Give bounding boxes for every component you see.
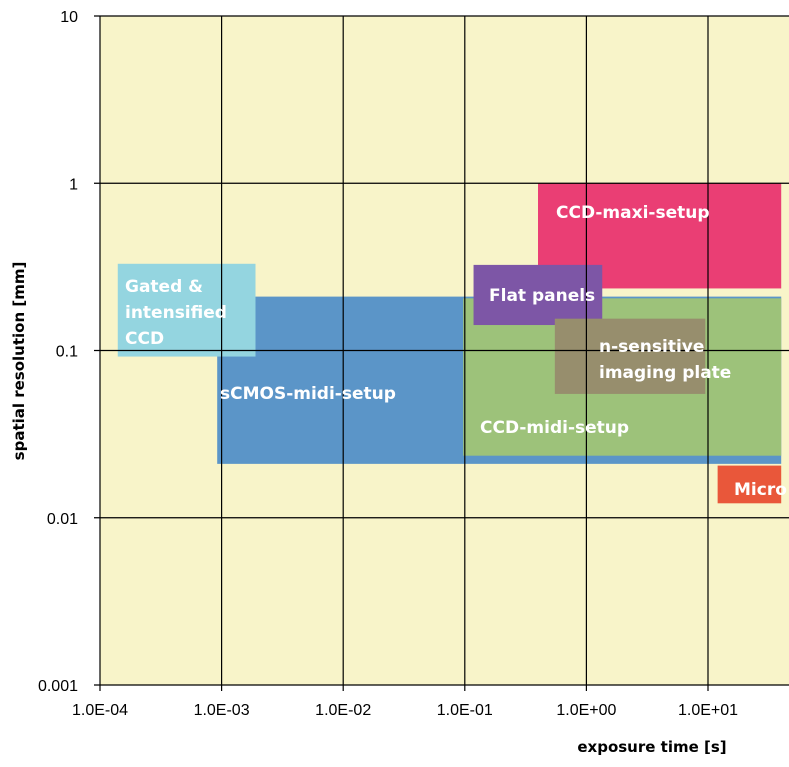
y-tick-labels: 0.001 0.01 0.1 1 10 xyxy=(38,9,78,695)
x-tick-labels: 1.0E-04 1.0E-03 1.0E-02 1.0E-01 1.0E+00 1.0E+… xyxy=(72,702,738,719)
region-label-gated-intensified-ccd: CCD xyxy=(125,329,164,349)
region-label-ccd-maxi-setup: CCD-maxi-setup xyxy=(556,203,710,223)
region-label-gated-intensified-ccd: Gated & xyxy=(125,277,203,297)
regions-layer xyxy=(117,183,782,504)
gridlines xyxy=(94,15,789,691)
x-tick-label: 1.0E-01 xyxy=(437,702,493,719)
region-box-gated-intensified-ccd xyxy=(117,263,256,357)
region-label-micro: Micro xyxy=(734,480,787,500)
y-tick-label: 1 xyxy=(69,176,78,193)
region-label-n-sensitive-imaging-plate: imaging plate xyxy=(599,363,731,383)
x-tick-label: 1.0E+01 xyxy=(678,702,738,719)
region-label-gated-intensified-ccd: intensified xyxy=(125,303,227,323)
y-tick-label: 0.1 xyxy=(56,344,78,361)
region-label-scmos-midi-setup: sCMOS-midi-setup xyxy=(220,384,396,404)
y-tick-label: 10 xyxy=(60,9,78,26)
x-tick-label: 1.0E-03 xyxy=(194,702,250,719)
region-box-micro xyxy=(717,465,782,504)
region-label-n-sensitive-imaging-plate: n-sensitive xyxy=(599,337,704,357)
region-label-ccd-midi-setup: CCD-midi-setup xyxy=(480,418,629,438)
y-tick-label: 0.01 xyxy=(47,511,78,528)
y-axis-title: spatial resolution [mm] xyxy=(10,262,28,461)
x-axis-title: exposure time [s] xyxy=(577,738,726,756)
x-tick-label: 1.0E-02 xyxy=(315,702,371,719)
region-label-flat-panels: Flat panels xyxy=(489,286,595,306)
region-labels-layer: sCMOS-midi-setup Gated & intensified CCD CCD… xyxy=(125,203,787,500)
x-tick-label: 1.0E-04 xyxy=(72,702,128,719)
region-box-flat-panels xyxy=(473,264,603,326)
x-tick-label: 1.0E+00 xyxy=(556,702,616,719)
y-tick-label: 0.001 xyxy=(38,678,78,695)
region-box-n-sensitive-imaging-plate xyxy=(554,318,706,394)
